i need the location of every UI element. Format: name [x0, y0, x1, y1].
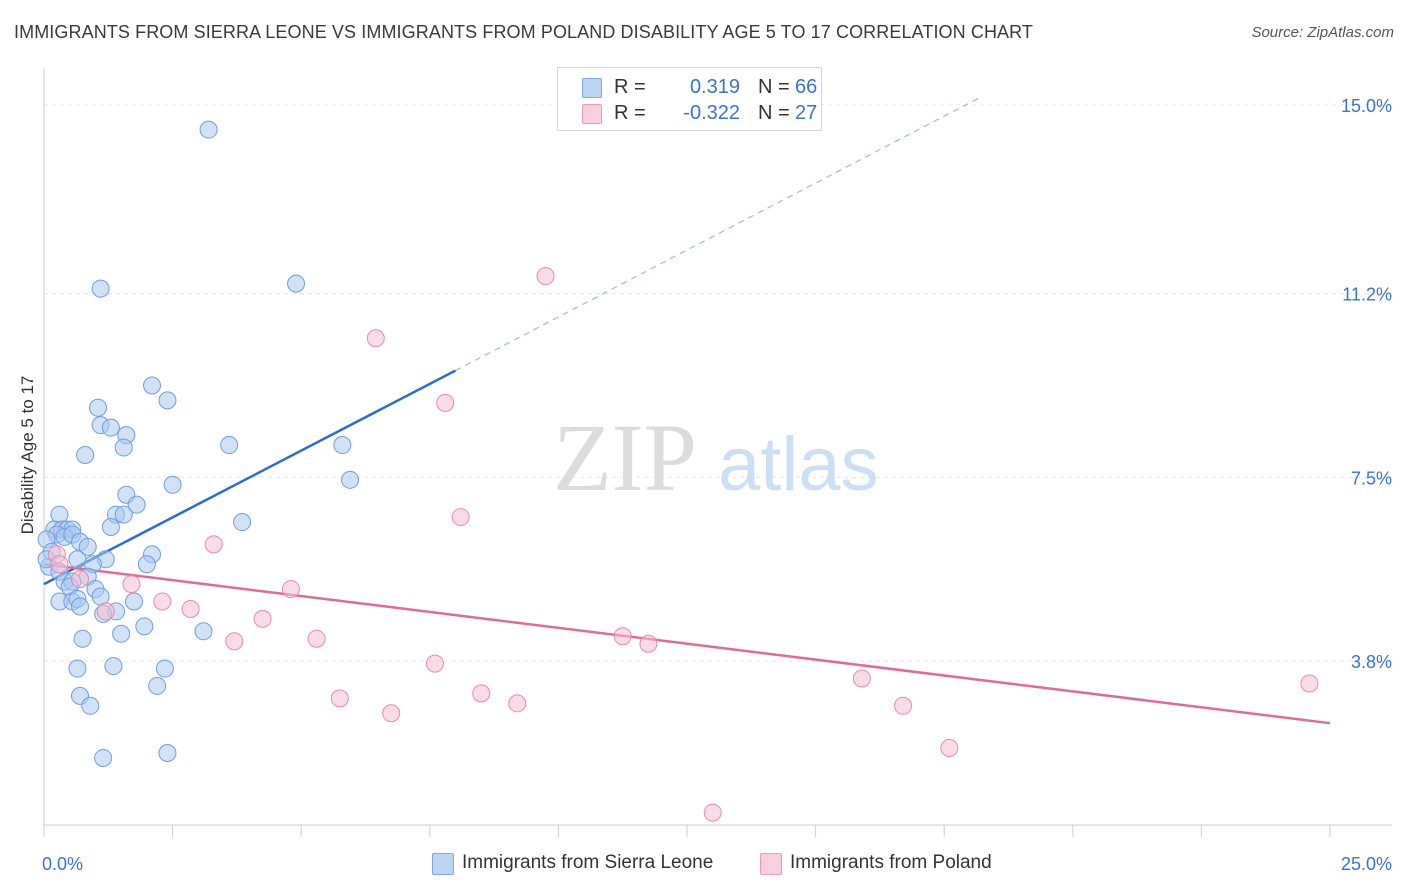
data-point-sierra-leone: [158, 743, 177, 762]
data-point-sierra-leone: [76, 445, 95, 464]
data-point-sierra-leone: [220, 436, 239, 455]
data-point-poland: [330, 689, 349, 708]
chart-title: IMMIGRANTS FROM SIERRA LEONE VS IMMIGRAN…: [14, 22, 1034, 42]
data-point-sierra-leone: [199, 120, 218, 139]
data-point-sierra-leone: [127, 495, 146, 514]
data-point-poland: [940, 739, 959, 758]
trend-line-poland: [43, 563, 1331, 725]
r-value: 0.319: [689, 76, 740, 98]
data-point-sierra-leone: [137, 555, 156, 574]
data-point-sierra-leone: [73, 629, 92, 648]
x-tick-label: 25.0%: [1341, 854, 1392, 874]
data-point-sierra-leone: [81, 696, 100, 715]
data-point-poland: [96, 602, 115, 621]
x-tick-label: 0.0%: [42, 854, 83, 874]
y-tick-label: 3.8%: [1351, 652, 1392, 672]
data-point-poland: [852, 669, 871, 688]
data-point-sierra-leone: [104, 657, 123, 676]
trend-line-sierra-leone: [43, 369, 457, 586]
data-point-poland: [894, 696, 913, 715]
trend-lines: [43, 96, 1331, 725]
n-label: N =: [758, 76, 790, 98]
data-point-sierra-leone: [287, 274, 306, 293]
data-point-poland: [703, 803, 722, 822]
axes: [43, 68, 1392, 837]
data-point-poland: [536, 267, 555, 286]
data-point-poland: [122, 575, 141, 594]
data-point-sierra-leone: [89, 398, 108, 417]
data-point-poland: [436, 393, 455, 412]
data-point-poland: [472, 684, 491, 703]
data-point-poland: [382, 704, 401, 723]
data-point-sierra-leone: [114, 505, 133, 524]
correlation-legend: R = 0.319 N = 66 R = -0.322 N = 27: [557, 67, 822, 131]
data-points: [37, 120, 1319, 822]
n-value: 27: [795, 102, 818, 124]
data-point-poland: [50, 555, 69, 574]
watermark-zip: ZIP: [553, 404, 697, 511]
data-point-sierra-leone: [341, 470, 360, 489]
data-point-poland: [225, 632, 244, 651]
n-value: 66: [795, 76, 818, 98]
data-point-sierra-leone: [148, 676, 167, 695]
y-tick-label: 7.5%: [1351, 468, 1392, 488]
y-tick-label: 11.2%: [1342, 285, 1392, 305]
legend-swatch-pink: [760, 853, 782, 875]
data-point-sierra-leone: [68, 550, 87, 569]
data-point-poland: [639, 634, 658, 653]
data-point-sierra-leone: [68, 659, 87, 678]
data-point-sierra-leone: [101, 518, 120, 536]
watermark: ZIP atlas: [553, 404, 879, 511]
data-point-poland: [613, 627, 632, 646]
r-label: R =: [614, 76, 646, 98]
data-point-sierra-leone: [135, 617, 154, 636]
data-point-poland: [307, 629, 326, 648]
r-value: -0.322: [683, 102, 740, 124]
data-point-sierra-leone: [91, 279, 110, 298]
data-point-sierra-leone: [233, 513, 252, 532]
watermark-atlas: atlas: [718, 422, 879, 507]
data-point-poland: [71, 570, 90, 589]
legend-swatch-pink: [582, 104, 602, 124]
gridlines: [44, 104, 1392, 662]
data-point-poland: [366, 329, 385, 348]
legend-label: Immigrants from Sierra Leone: [462, 852, 714, 873]
tick-labels: 3.8% 7.5% 11.2% 15.0% 0.0% 25.0%: [42, 96, 1392, 874]
r-label: R =: [614, 102, 646, 124]
y-tick-label: 15.0%: [1341, 96, 1392, 116]
y-axis-label: Disability Age 5 to 17: [18, 376, 37, 535]
data-point-sierra-leone: [101, 418, 120, 437]
source-label: Source: ZipAtlas.com: [1251, 24, 1394, 41]
data-point-poland: [253, 609, 272, 628]
data-point-poland: [281, 580, 300, 599]
data-point-poland: [508, 694, 527, 713]
data-point-poland: [451, 508, 470, 527]
data-point-sierra-leone: [143, 376, 162, 395]
data-point-sierra-leone: [114, 438, 133, 457]
data-point-sierra-leone: [333, 436, 352, 455]
data-point-sierra-leone: [155, 659, 174, 678]
legend-swatch-blue: [582, 78, 602, 98]
data-point-sierra-leone: [71, 597, 90, 616]
data-point-sierra-leone: [194, 622, 213, 641]
data-point-poland: [1300, 674, 1319, 693]
data-point-sierra-leone: [163, 475, 182, 494]
trend-extension-sierra-leone: [455, 96, 981, 372]
data-point-sierra-leone: [94, 748, 113, 767]
n-label: N =: [758, 102, 790, 124]
legend-swatch-blue: [432, 853, 454, 875]
data-point-poland: [153, 592, 172, 611]
data-point-sierra-leone: [125, 592, 144, 611]
data-point-sierra-leone: [112, 624, 131, 643]
data-point-sierra-leone: [78, 537, 97, 556]
data-point-sierra-leone: [158, 391, 177, 410]
legend-label: Immigrants from Poland: [790, 852, 992, 873]
data-point-poland: [181, 599, 200, 618]
data-point-poland: [425, 654, 444, 673]
data-point-poland: [204, 535, 223, 554]
